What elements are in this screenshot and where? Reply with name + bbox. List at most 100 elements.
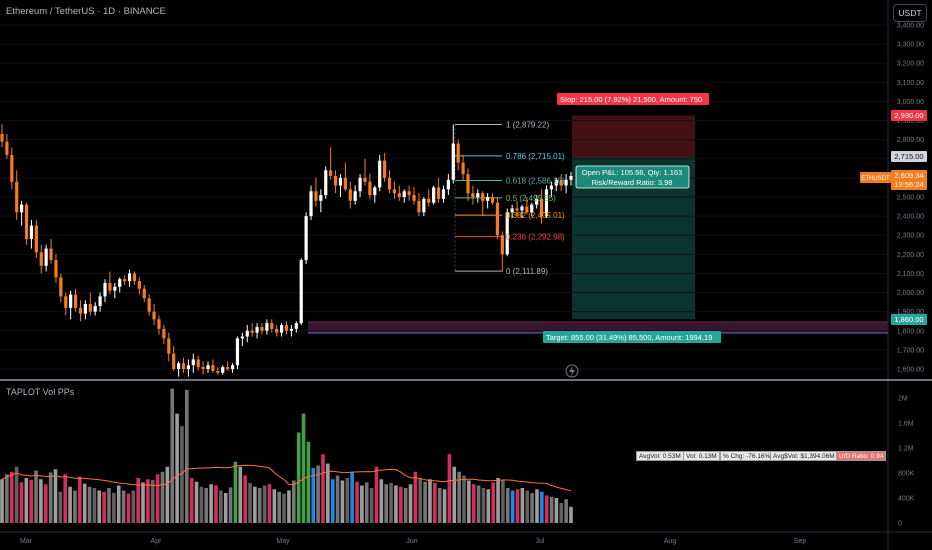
volume-bar — [311, 468, 316, 523]
volume-bar — [408, 484, 413, 523]
volume-tick-label: 2M — [898, 396, 908, 403]
volume-bar — [155, 474, 160, 523]
volume-bar — [316, 465, 320, 523]
candle-body — [186, 365, 190, 369]
candle-body — [240, 336, 244, 339]
candle-body — [481, 193, 485, 201]
fib-level-label: 0.382 (2,405.01) — [506, 211, 565, 220]
volume-bar — [335, 475, 340, 523]
volume-bar — [243, 475, 247, 523]
volume-bar — [413, 471, 418, 523]
avg-dollar-vol-stat: Avg$Vol: $1,394.06M — [770, 451, 838, 461]
volume-bar — [398, 486, 403, 523]
volume-bar — [296, 432, 301, 523]
candle-body — [373, 187, 377, 196]
volume-bar — [131, 490, 136, 523]
volume-bar — [92, 488, 97, 523]
candle-body — [49, 248, 53, 261]
candle-body — [471, 193, 475, 197]
candle-body — [103, 283, 107, 297]
volume-bar — [520, 488, 525, 523]
fib-level-label: 0.5 (2,495.55) — [506, 194, 556, 203]
volume-bar — [374, 466, 379, 523]
volume-bar — [326, 463, 330, 523]
candle-body — [500, 235, 504, 255]
candle-body — [490, 197, 495, 203]
volume-bar — [165, 466, 170, 523]
volume-bar — [170, 388, 175, 523]
volume-bar — [486, 489, 491, 523]
indicator-title[interactable]: TAPLOT Vol PPs — [6, 387, 75, 397]
volume-bar — [447, 454, 452, 523]
fibonacci-lines[interactable] — [454, 124, 502, 272]
price-axis[interactable]: 3,400.00 3,300.00 3,200.00 3,100.00 3,000.00… — [897, 23, 924, 374]
volume-bar — [272, 489, 277, 523]
candle-body — [319, 195, 323, 201]
candle-body — [299, 260, 303, 324]
volume-bar — [248, 483, 252, 523]
entry-price-tag-text: 2,715.00 — [894, 152, 923, 161]
candle-body — [407, 191, 411, 196]
price-tick-label: 1,800.00 — [897, 328, 924, 335]
volume-moving-average — [1, 464, 572, 492]
target-label[interactable]: Target: 855.00 (31.49%) 85,500, Amount: … — [543, 331, 721, 343]
candle-body — [446, 179, 450, 190]
volume-bar — [501, 480, 505, 523]
candle-body — [304, 216, 308, 261]
volume-bar — [68, 486, 72, 523]
candle-body — [152, 311, 156, 320]
candle-body — [392, 189, 397, 194]
candle-body — [539, 198, 544, 217]
entry-price-tag[interactable]: 2,715.00 — [891, 151, 927, 162]
volume-bar — [126, 493, 131, 523]
candle-body — [216, 370, 220, 373]
candle-body — [15, 181, 19, 213]
symbol-title[interactable]: Ethereum / TetherUS · 1D · BINANCE — [6, 6, 166, 17]
stop-zone[interactable] — [572, 115, 695, 158]
volume-bar — [73, 490, 77, 523]
candle-body — [78, 307, 83, 314]
volume-bar — [379, 479, 384, 523]
volume-bar — [0, 479, 4, 523]
candle-body — [54, 260, 58, 278]
stop-price-tag-text: 2,930.00 — [894, 111, 923, 120]
candle-body — [564, 179, 568, 186]
target-band[interactable] — [308, 322, 888, 333]
fibonacci-labels: 1 (2,879.22) 0.786 (2,715.01) 0.618 (2,586… — [506, 121, 565, 277]
last-price-text: 2,609.34 — [894, 171, 923, 180]
time-tick-label: Apr — [151, 538, 163, 545]
volume-bar — [369, 488, 374, 523]
symbol-price-tag[interactable]: ETHUSDT 2,609.34 13:56:24 — [860, 170, 927, 190]
time-tick-label: Mar — [20, 538, 33, 545]
volume-bar — [53, 469, 58, 523]
currency-button[interactable]: USDT — [893, 4, 927, 22]
volume-tick-label: 400K — [898, 496, 915, 503]
volume-bar — [306, 441, 311, 523]
candle-body — [363, 177, 367, 182]
target-price-tag[interactable]: 1,860.00 — [891, 314, 927, 325]
volume-tick-label: 800K — [898, 471, 915, 478]
time-axis[interactable]: Mar Apr May Jun Jul Aug Sep — [20, 538, 806, 545]
volume-bar — [277, 491, 282, 523]
lightning-icon[interactable] — [565, 364, 579, 378]
stop-label[interactable]: Stop: 215.00 (7.92%) 21,500, Amount: 750 — [557, 93, 709, 105]
volume-bar — [564, 499, 568, 523]
candle-body — [348, 189, 352, 201]
open-pl-label[interactable]: Open P&L: 105.66, Qty: 1.163 Risk/Reward… — [575, 165, 690, 189]
volume-bar — [194, 481, 199, 523]
candle-body — [137, 281, 141, 289]
volume-axis[interactable]: 2M 1.6M 1.2M 800K 400K 0 — [898, 396, 915, 528]
volume-bar — [350, 471, 354, 523]
volume-bar — [282, 493, 286, 523]
candle-body — [162, 328, 166, 339]
candle-body — [201, 367, 205, 369]
volume-bar — [345, 478, 350, 523]
stop-price-tag[interactable]: 2,930.00 — [891, 110, 927, 121]
candle-body — [147, 298, 151, 312]
price-tick-label: 3,100.00 — [897, 80, 924, 87]
candle-body — [181, 363, 186, 369]
volume-bar — [554, 498, 559, 523]
volume-bar — [389, 483, 393, 523]
